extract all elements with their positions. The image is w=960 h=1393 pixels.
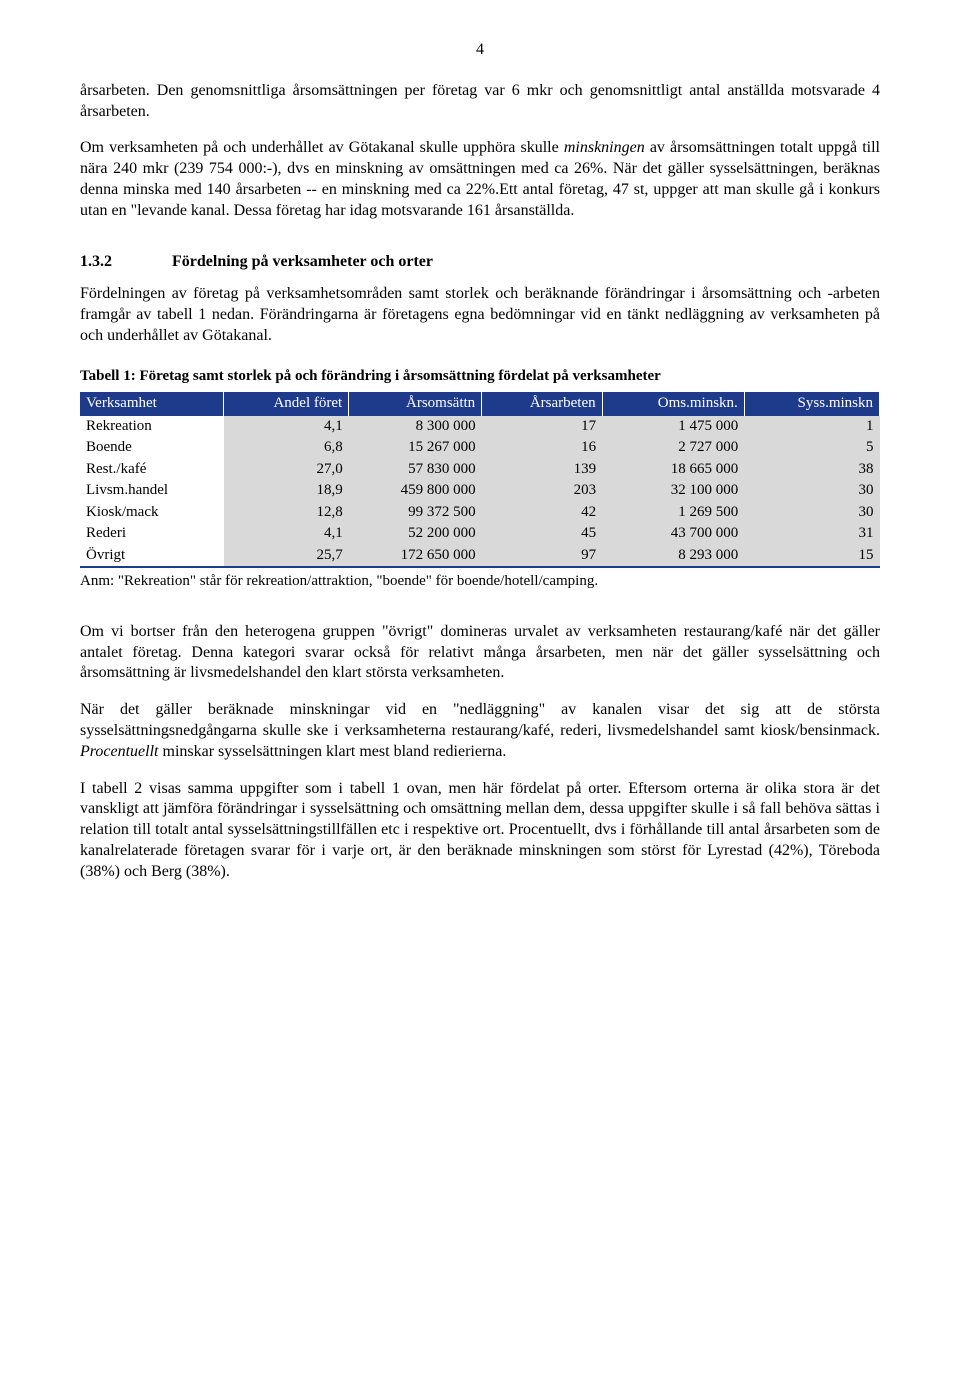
cell-value: 203 (482, 480, 602, 502)
col-andel: Andel föret (224, 392, 349, 416)
cell-value: 42 (482, 502, 602, 524)
table-row: Övrigt25,7172 650 000978 293 00015 (80, 545, 880, 568)
cell-value: 2 727 000 (602, 437, 744, 459)
cell-value: 4,1 (224, 416, 349, 438)
cell-label: Rest./kafé (80, 459, 224, 481)
table-row: Rest./kafé27,057 830 00013918 665 00038 (80, 459, 880, 481)
paragraph-3: Fördelningen av företag på verksamhetsom… (80, 284, 880, 346)
cell-value: 139 (482, 459, 602, 481)
cell-label: Livsm.handel (80, 480, 224, 502)
cell-value: 97 (482, 545, 602, 568)
cell-value: 5 (744, 437, 879, 459)
para5-c: minskar sysselsättningen klart mest blan… (159, 743, 507, 760)
paragraph-5: När det gäller beräknade minskningar vid… (80, 700, 880, 762)
col-syssminskn: Syss.minskn (744, 392, 879, 416)
paragraph-2: Om verksamheten på och underhållet av Gö… (80, 138, 880, 221)
table-header-row: Verksamhet Andel föret Årsomsättn Årsarb… (80, 392, 880, 416)
cell-value: 57 830 000 (349, 459, 482, 481)
cell-value: 8 293 000 (602, 545, 744, 568)
cell-label: Kiosk/mack (80, 502, 224, 524)
section-heading: 1.3.2 Fördelning på verksamheter och orte… (80, 252, 880, 273)
para5-a: När det gäller beräknade minskningar vid… (80, 701, 880, 739)
cell-value: 1 475 000 (602, 416, 744, 438)
table-body: Rekreation4,18 300 000171 475 0001Boende… (80, 416, 880, 568)
cell-value: 31 (744, 523, 879, 545)
cell-value: 12,8 (224, 502, 349, 524)
cell-value: 16 (482, 437, 602, 459)
table-row: Rekreation4,18 300 000171 475 0001 (80, 416, 880, 438)
cell-value: 172 650 000 (349, 545, 482, 568)
cell-value: 30 (744, 502, 879, 524)
cell-label: Övrigt (80, 545, 224, 568)
cell-value: 38 (744, 459, 879, 481)
section-title: Fördelning på verksamheter och orter (172, 253, 433, 270)
table-row: Boende6,815 267 000162 727 0005 (80, 437, 880, 459)
page-number: 4 (80, 40, 880, 61)
section-number: 1.3.2 (80, 252, 112, 273)
table-caption: Tabell 1: Företag samt storlek på och fö… (80, 367, 880, 387)
cell-value: 27,0 (224, 459, 349, 481)
col-verksamhet: Verksamhet (80, 392, 224, 416)
cell-value: 4,1 (224, 523, 349, 545)
cell-value: 17 (482, 416, 602, 438)
cell-value: 25,7 (224, 545, 349, 568)
cell-value: 32 100 000 (602, 480, 744, 502)
cell-value: 15 267 000 (349, 437, 482, 459)
paragraph-6: I tabell 2 visas samma uppgifter som i t… (80, 779, 880, 883)
cell-value: 18,9 (224, 480, 349, 502)
cell-value: 43 700 000 (602, 523, 744, 545)
table-row: Livsm.handel18,9459 800 00020332 100 000… (80, 480, 880, 502)
col-omsminskn: Oms.minskn. (602, 392, 744, 416)
para2-a: Om verksamheten på och underhållet av Gö… (80, 139, 564, 156)
cell-value: 15 (744, 545, 879, 568)
para2-italic: minskningen (564, 139, 645, 156)
cell-value: 6,8 (224, 437, 349, 459)
cell-value: 1 (744, 416, 879, 438)
cell-label: Boende (80, 437, 224, 459)
cell-label: Rederi (80, 523, 224, 545)
cell-label: Rekreation (80, 416, 224, 438)
cell-value: 30 (744, 480, 879, 502)
cell-value: 18 665 000 (602, 459, 744, 481)
para5-italic: Procentuellt (80, 743, 159, 760)
cell-value: 52 200 000 (349, 523, 482, 545)
col-arsomsattn: Årsomsättn (349, 392, 482, 416)
data-table: Verksamhet Andel föret Årsomsättn Årsarb… (80, 392, 880, 568)
table-row: Kiosk/mack12,899 372 500421 269 50030 (80, 502, 880, 524)
cell-value: 8 300 000 (349, 416, 482, 438)
table-note: Anm: "Rekreation" står för rekreation/at… (80, 572, 880, 592)
col-arsarbeten: Årsarbeten (482, 392, 602, 416)
paragraph-4: Om vi bortser från den heterogena gruppe… (80, 622, 880, 684)
cell-value: 99 372 500 (349, 502, 482, 524)
cell-value: 1 269 500 (602, 502, 744, 524)
cell-value: 45 (482, 523, 602, 545)
paragraph-1: årsarbeten. Den genomsnittliga årsomsätt… (80, 81, 880, 123)
table-row: Rederi4,152 200 0004543 700 00031 (80, 523, 880, 545)
cell-value: 459 800 000 (349, 480, 482, 502)
